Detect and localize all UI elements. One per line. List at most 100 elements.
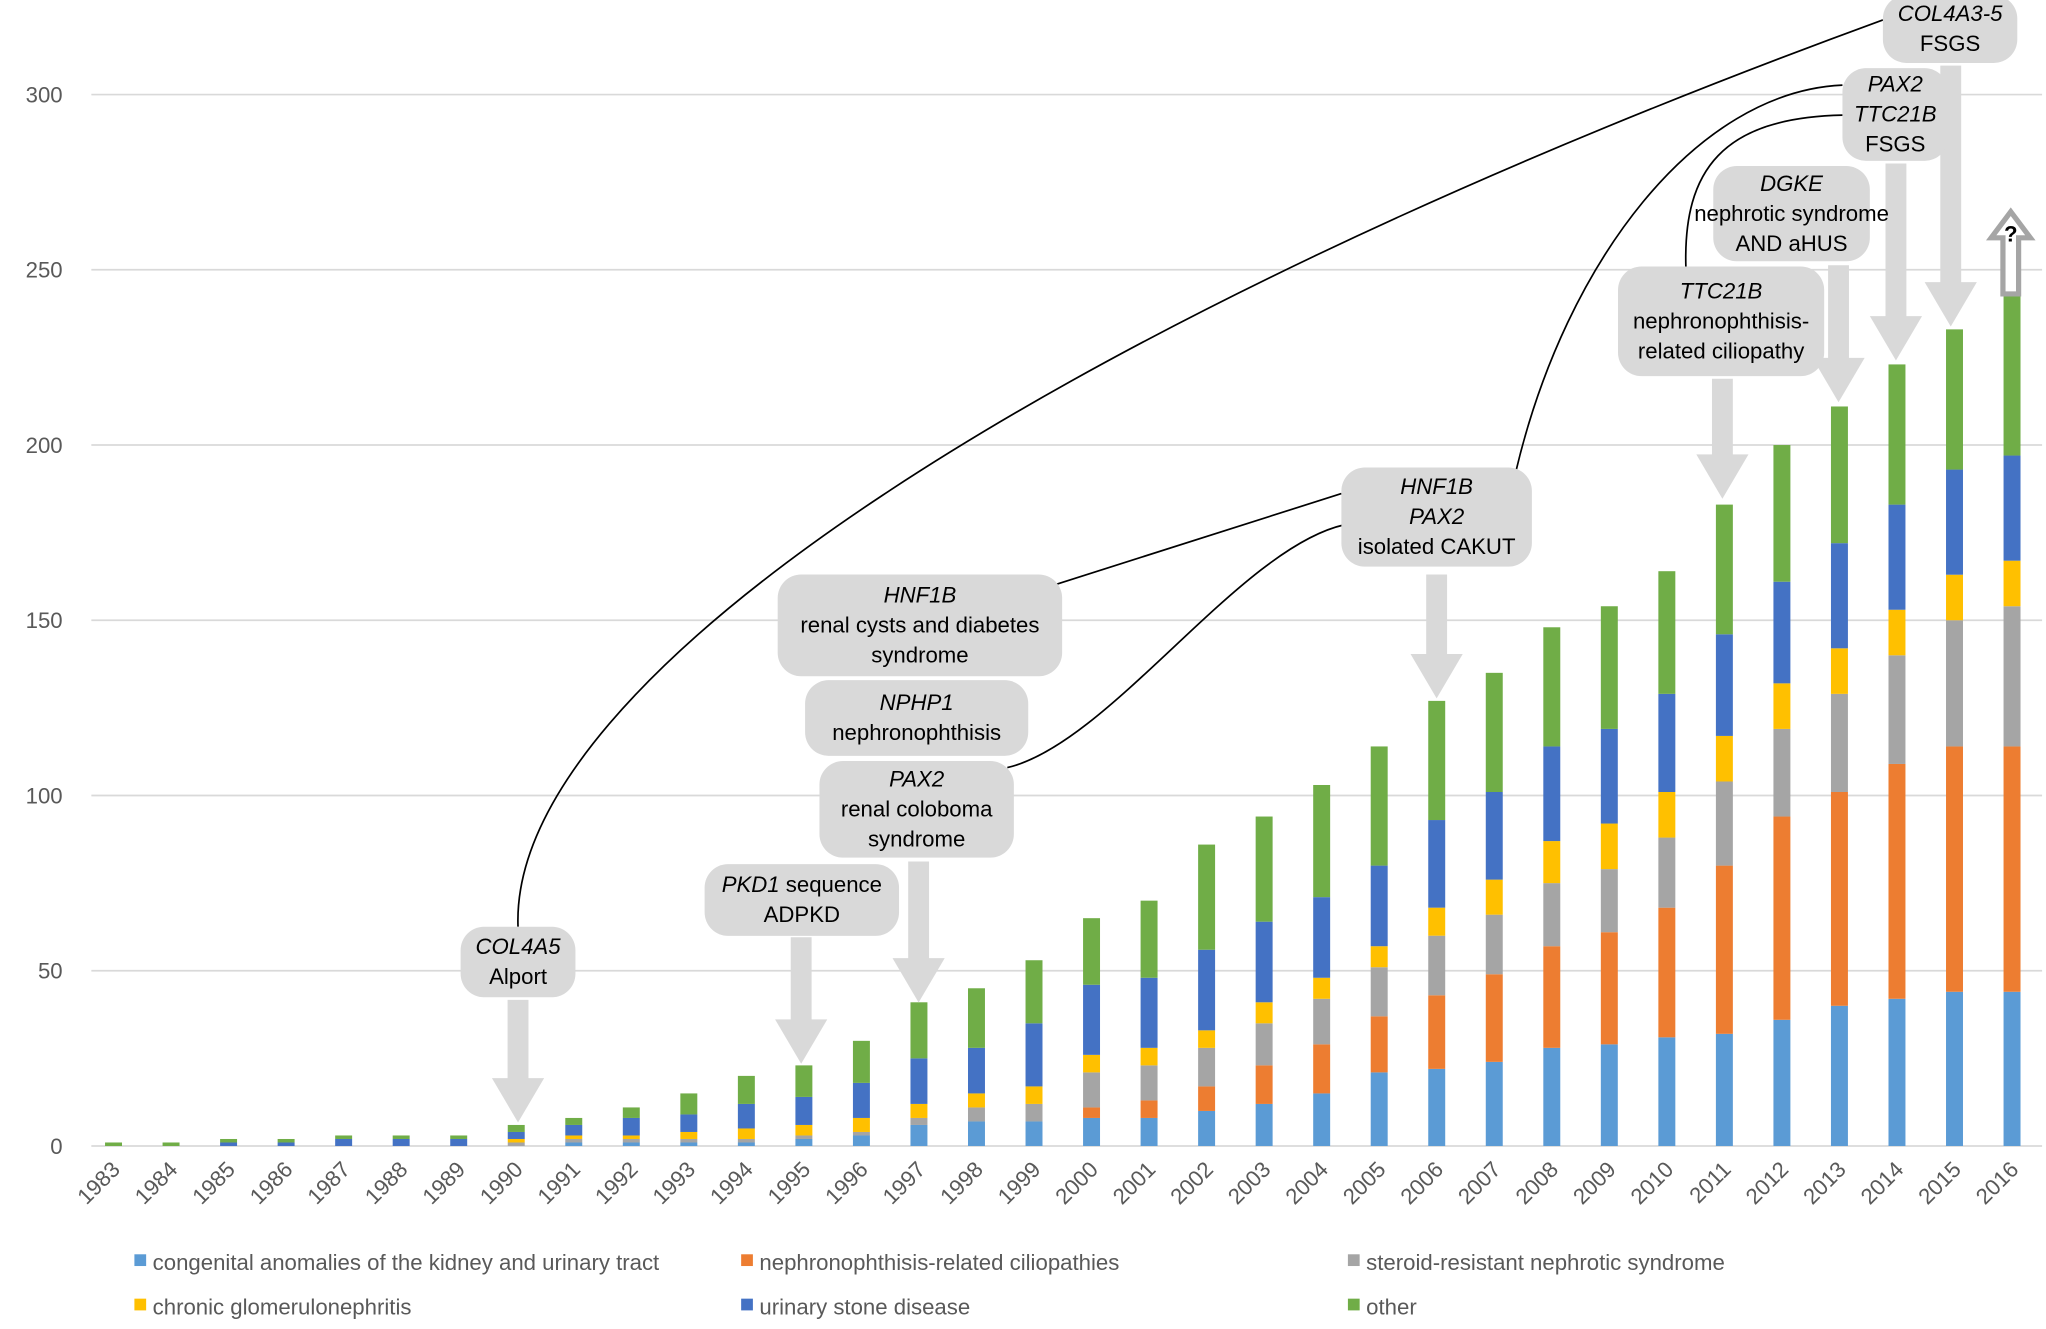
bar-segment [1485, 672, 1503, 793]
phenotype: FSGS [1920, 31, 1980, 56]
callout: TTC21B nephronophthisis-related ciliopath… [1618, 266, 1825, 377]
x-tick-label: 1991 [533, 1157, 586, 1210]
legend-item: steroid-resistant nephrotic syndrome [1347, 1250, 1725, 1275]
bar-segment [1600, 869, 1618, 933]
bar-segment [162, 1142, 180, 1146]
bar-segment [680, 1114, 698, 1132]
callouts: COL4A5 Alport PKD1 sequence ADPKD PAX2 renal … [460, 0, 2036, 1123]
callout: NPHP1 nephronophthisis [805, 680, 1029, 756]
x-tick-label: 2004 [1280, 1157, 1333, 1210]
bar-segment [968, 1107, 985, 1122]
phenotype: renal coloboma [841, 797, 993, 822]
x-tick-label: 1983 [72, 1157, 125, 1210]
callout-box [1618, 266, 1825, 377]
bar-segment [852, 1131, 870, 1136]
bar-segment [1830, 648, 1848, 694]
bar-segment [565, 1142, 583, 1146]
bar-segment [1715, 781, 1733, 866]
bar-segment [1485, 914, 1503, 975]
callout: PAX2 renal coloboma syndrome [819, 761, 1014, 858]
legend-label: other [1366, 1294, 1417, 1319]
bar-segment [1658, 571, 1676, 694]
x-tick-label: 2009 [1568, 1157, 1621, 1210]
bar-segment [1025, 1121, 1043, 1146]
x-tick-label: 1989 [418, 1157, 471, 1210]
bar-segment [1830, 543, 1848, 649]
down-arrow-icon [1924, 65, 1977, 327]
bar-segment [1888, 763, 1906, 999]
y-tick-label: 50 [38, 959, 63, 984]
callout: DGKE nephrotic syndrome AND aHUS [1694, 166, 1889, 262]
bar-segment [1600, 728, 1618, 824]
bar-segment [1946, 991, 1963, 1146]
phenotype: nephronophthisis- [1633, 309, 1809, 334]
bar-segment [1083, 1072, 1101, 1108]
bar-segment [1370, 946, 1388, 968]
callout-text: PAX2 [889, 767, 944, 792]
legend-label: steroid-resistant nephrotic syndrome [1366, 1250, 1725, 1275]
phenotype: AND aHUS [1735, 231, 1847, 256]
bar-segment [910, 1117, 928, 1125]
x-tick-label: 2003 [1223, 1157, 1276, 1210]
bar-segment [1485, 974, 1503, 1062]
bar-segment [968, 1093, 985, 1108]
bar-segment [1025, 1086, 1043, 1104]
bar-segment [622, 1138, 640, 1143]
bar-segment [2003, 560, 2021, 607]
bar-segment [795, 1135, 813, 1139]
bar-segment [450, 1135, 468, 1139]
x-tick-label: 1996 [820, 1157, 873, 1210]
callout-text: COL4A5 [476, 934, 562, 959]
bar-segment [1715, 504, 1733, 635]
callout-box [460, 926, 576, 998]
callout-text: related ciliopathy [1638, 339, 1805, 364]
callout-box [819, 761, 1014, 858]
x-tick-label: 1990 [475, 1157, 528, 1210]
phenotype: ? [2004, 222, 2018, 247]
legend-item: congenital anomalies of the kidney and u… [134, 1250, 659, 1275]
callout-text: nephrotic syndrome [1694, 201, 1889, 226]
bar-segment [852, 1135, 870, 1146]
bar-segment [1198, 1110, 1216, 1146]
bar-segment [1370, 1016, 1388, 1073]
bar-segment [1600, 1044, 1618, 1146]
bar-segment [1946, 746, 1963, 992]
bar-segment [1946, 469, 1963, 575]
bar-segment [968, 988, 985, 1048]
bar-segment [1830, 406, 1848, 544]
callout-text: Alport [489, 964, 547, 989]
bar-segment [1140, 1065, 1158, 1101]
bar-segment [737, 1138, 755, 1143]
bar-segment [622, 1135, 640, 1139]
bar-segment [1025, 960, 1043, 1024]
legend-item: urinary stone disease [741, 1294, 970, 1319]
legend-swatch [134, 1298, 147, 1311]
x-tick-label: 2013 [1798, 1157, 1851, 1210]
bar-segment [565, 1117, 583, 1125]
gene-name: DGKE [1760, 171, 1823, 196]
bar-segment [680, 1131, 698, 1139]
bar-segment [1543, 883, 1561, 947]
bar-segment [1888, 609, 1906, 656]
bar-segment [1773, 445, 1791, 582]
bar-segment [1140, 900, 1158, 978]
x-tick-label: 1985 [187, 1157, 240, 1210]
bar-segment [1255, 921, 1273, 1003]
callout-text: PAX2 [1868, 72, 1923, 97]
callout-text: syndrome [868, 827, 965, 852]
bar-segment [1830, 693, 1848, 793]
bar-segment [1428, 820, 1446, 908]
callout-text: COL4A3-5 [1898, 1, 2003, 26]
callout-text: syndrome [871, 643, 968, 668]
gene-name: PAX2 [1409, 504, 1464, 529]
phenotype: Alport [489, 964, 547, 989]
bar-segment [1830, 1005, 1848, 1146]
bar-segment [1313, 1044, 1331, 1094]
bar-segment [1485, 1061, 1503, 1146]
bar-segment [277, 1138, 295, 1143]
bar-segment [1313, 784, 1331, 898]
bar-segment [1428, 995, 1446, 1069]
bar-segment [1485, 792, 1503, 880]
legend-item: chronic glomerulonephritis [134, 1294, 411, 1319]
x-tick-label: 1995 [763, 1157, 816, 1210]
